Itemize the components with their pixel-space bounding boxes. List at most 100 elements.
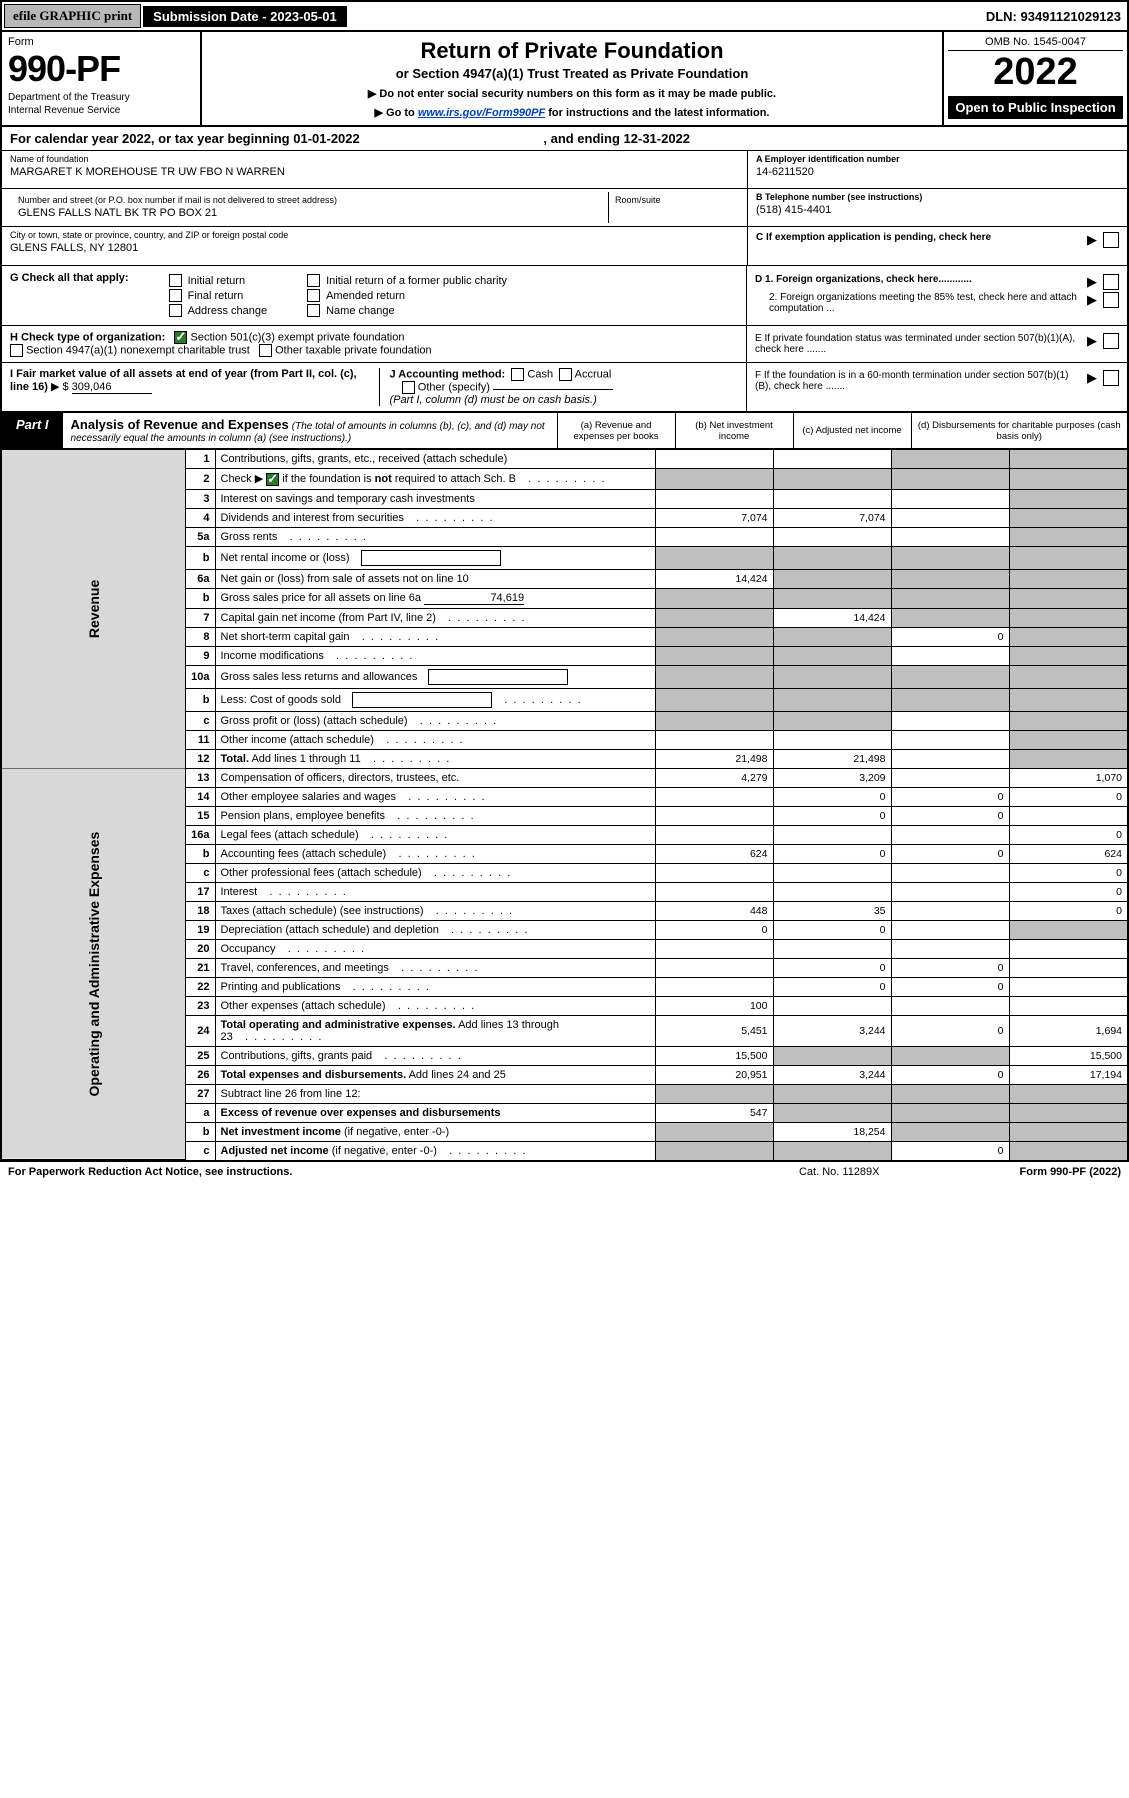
amended-return-checkbox[interactable]: [307, 289, 320, 302]
amount-cell: [655, 588, 773, 608]
ein-row: A Employer identification number 14-6211…: [748, 151, 1127, 189]
j-label: J Accounting method:: [390, 368, 506, 380]
amount-cell: [773, 450, 891, 469]
form-subtitle: or Section 4947(a)(1) Trust Treated as P…: [212, 66, 932, 81]
arrow-icon: ▶: [1087, 292, 1097, 308]
line-description: Contributions, gifts, grants paid . . . …: [215, 1046, 655, 1065]
e-checkbox[interactable]: [1103, 333, 1119, 349]
amount-cell: [773, 1084, 891, 1103]
section-e: E If private foundation status was termi…: [747, 326, 1127, 362]
amount-cell: 1,070: [1009, 768, 1127, 787]
amount-cell: [1009, 489, 1127, 508]
open-public-badge: Open to Public Inspection: [948, 96, 1123, 119]
amount-cell: [891, 527, 1009, 546]
501c3-checkbox[interactable]: [174, 331, 187, 344]
line-number: 15: [185, 806, 215, 825]
tel-row: B Telephone number (see instructions) (5…: [748, 189, 1127, 227]
line-description: Compensation of officers, directors, tru…: [215, 768, 655, 787]
amount-cell: 21,498: [655, 749, 773, 768]
other-specify-field[interactable]: [493, 389, 613, 390]
line-description: Legal fees (attach schedule) . . . . . .…: [215, 825, 655, 844]
amount-cell: 0: [773, 844, 891, 863]
other-taxable-checkbox[interactable]: [259, 344, 272, 357]
line-description: Other professional fees (attach schedule…: [215, 863, 655, 882]
amount-cell: [1009, 569, 1127, 588]
4947-label: Section 4947(a)(1) nonexempt charitable …: [26, 344, 250, 356]
amount-cell: 7,074: [773, 508, 891, 527]
instr-ssn: ▶ Do not enter social security numbers o…: [212, 87, 932, 100]
line-number: 13: [185, 768, 215, 787]
amount-cell: [891, 489, 1009, 508]
amount-cell: [655, 489, 773, 508]
amount-cell: [773, 665, 891, 688]
501c3-label: Section 501(c)(3) exempt private foundat…: [190, 331, 404, 343]
foundation-address: GLENS FALLS NATL BK TR PO BOX 21: [18, 207, 600, 219]
amount-cell: [773, 688, 891, 711]
amount-cell: [773, 1141, 891, 1160]
initial-former-label: Initial return of a former public charit…: [326, 275, 507, 287]
line-description: Subtract line 26 from line 12:: [215, 1084, 655, 1103]
amount-cell: [891, 608, 1009, 627]
schb-checkbox[interactable]: [266, 473, 279, 486]
accrual-checkbox[interactable]: [559, 368, 572, 381]
amount-cell: [891, 1084, 1009, 1103]
amount-cell: 0: [1009, 882, 1127, 901]
amount-cell: [655, 608, 773, 627]
calyear-begin: 01-01-2022: [293, 131, 360, 146]
amount-cell: [891, 646, 1009, 665]
line-number: 11: [185, 730, 215, 749]
c-row: C If exemption application is pending, c…: [748, 227, 1127, 265]
j-note: (Part I, column (d) must be on cash basi…: [390, 394, 597, 406]
c-checkbox[interactable]: [1103, 232, 1119, 248]
form990pf-link[interactable]: www.irs.gov/Form990PF: [418, 107, 545, 119]
initial-former-checkbox[interactable]: [307, 274, 320, 287]
amount-cell: [1009, 977, 1127, 996]
name-change-checkbox[interactable]: [307, 304, 320, 317]
other-method-checkbox[interactable]: [402, 381, 415, 394]
amount-cell: [773, 711, 891, 730]
amount-cell: [891, 469, 1009, 490]
line-number: 10a: [185, 665, 215, 688]
amount-cell: [773, 588, 891, 608]
amount-cell: [1009, 996, 1127, 1015]
amount-cell: 15,500: [655, 1046, 773, 1065]
amount-cell: [773, 996, 891, 1015]
section-g: G Check all that apply: Initial return F…: [2, 266, 747, 325]
i-value: 309,046: [72, 381, 152, 394]
amount-cell: [1009, 806, 1127, 825]
amount-cell: 35: [773, 901, 891, 920]
line-number: 3: [185, 489, 215, 508]
form-word: Form: [8, 36, 194, 48]
d1-checkbox[interactable]: [1103, 274, 1119, 290]
final-return-checkbox[interactable]: [169, 289, 182, 302]
instr-post: for instructions and the latest informat…: [545, 107, 769, 119]
form-title: Return of Private Foundation: [212, 38, 932, 64]
amount-cell: 21,498: [773, 749, 891, 768]
amount-cell: [1009, 588, 1127, 608]
amount-cell: [773, 825, 891, 844]
other-method-label: Other (specify): [418, 381, 490, 393]
amount-cell: 0: [655, 920, 773, 939]
submission-date: Submission Date - 2023-05-01: [143, 6, 347, 27]
amount-cell: [1009, 939, 1127, 958]
initial-return-checkbox[interactable]: [169, 274, 182, 287]
amount-cell: 0: [891, 1141, 1009, 1160]
amount-cell: [1009, 1141, 1127, 1160]
amount-cell: [655, 665, 773, 688]
f-checkbox[interactable]: [1103, 370, 1119, 386]
amount-cell: [773, 527, 891, 546]
line-description: Depreciation (attach schedule) and deple…: [215, 920, 655, 939]
d2-checkbox[interactable]: [1103, 292, 1119, 308]
amount-cell: [773, 489, 891, 508]
room-suite-label: Room/suite: [609, 192, 739, 223]
4947-checkbox[interactable]: [10, 344, 23, 357]
address-change-checkbox[interactable]: [169, 304, 182, 317]
address-row: Number and street (or P.O. box number if…: [2, 189, 747, 227]
amount-cell: 0: [1009, 825, 1127, 844]
amount-cell: 0: [891, 958, 1009, 977]
amount-cell: 0: [773, 787, 891, 806]
amount-cell: [773, 730, 891, 749]
efile-print-button[interactable]: efile GRAPHIC print: [4, 4, 141, 28]
cash-checkbox[interactable]: [511, 368, 524, 381]
amount-cell: [891, 546, 1009, 569]
